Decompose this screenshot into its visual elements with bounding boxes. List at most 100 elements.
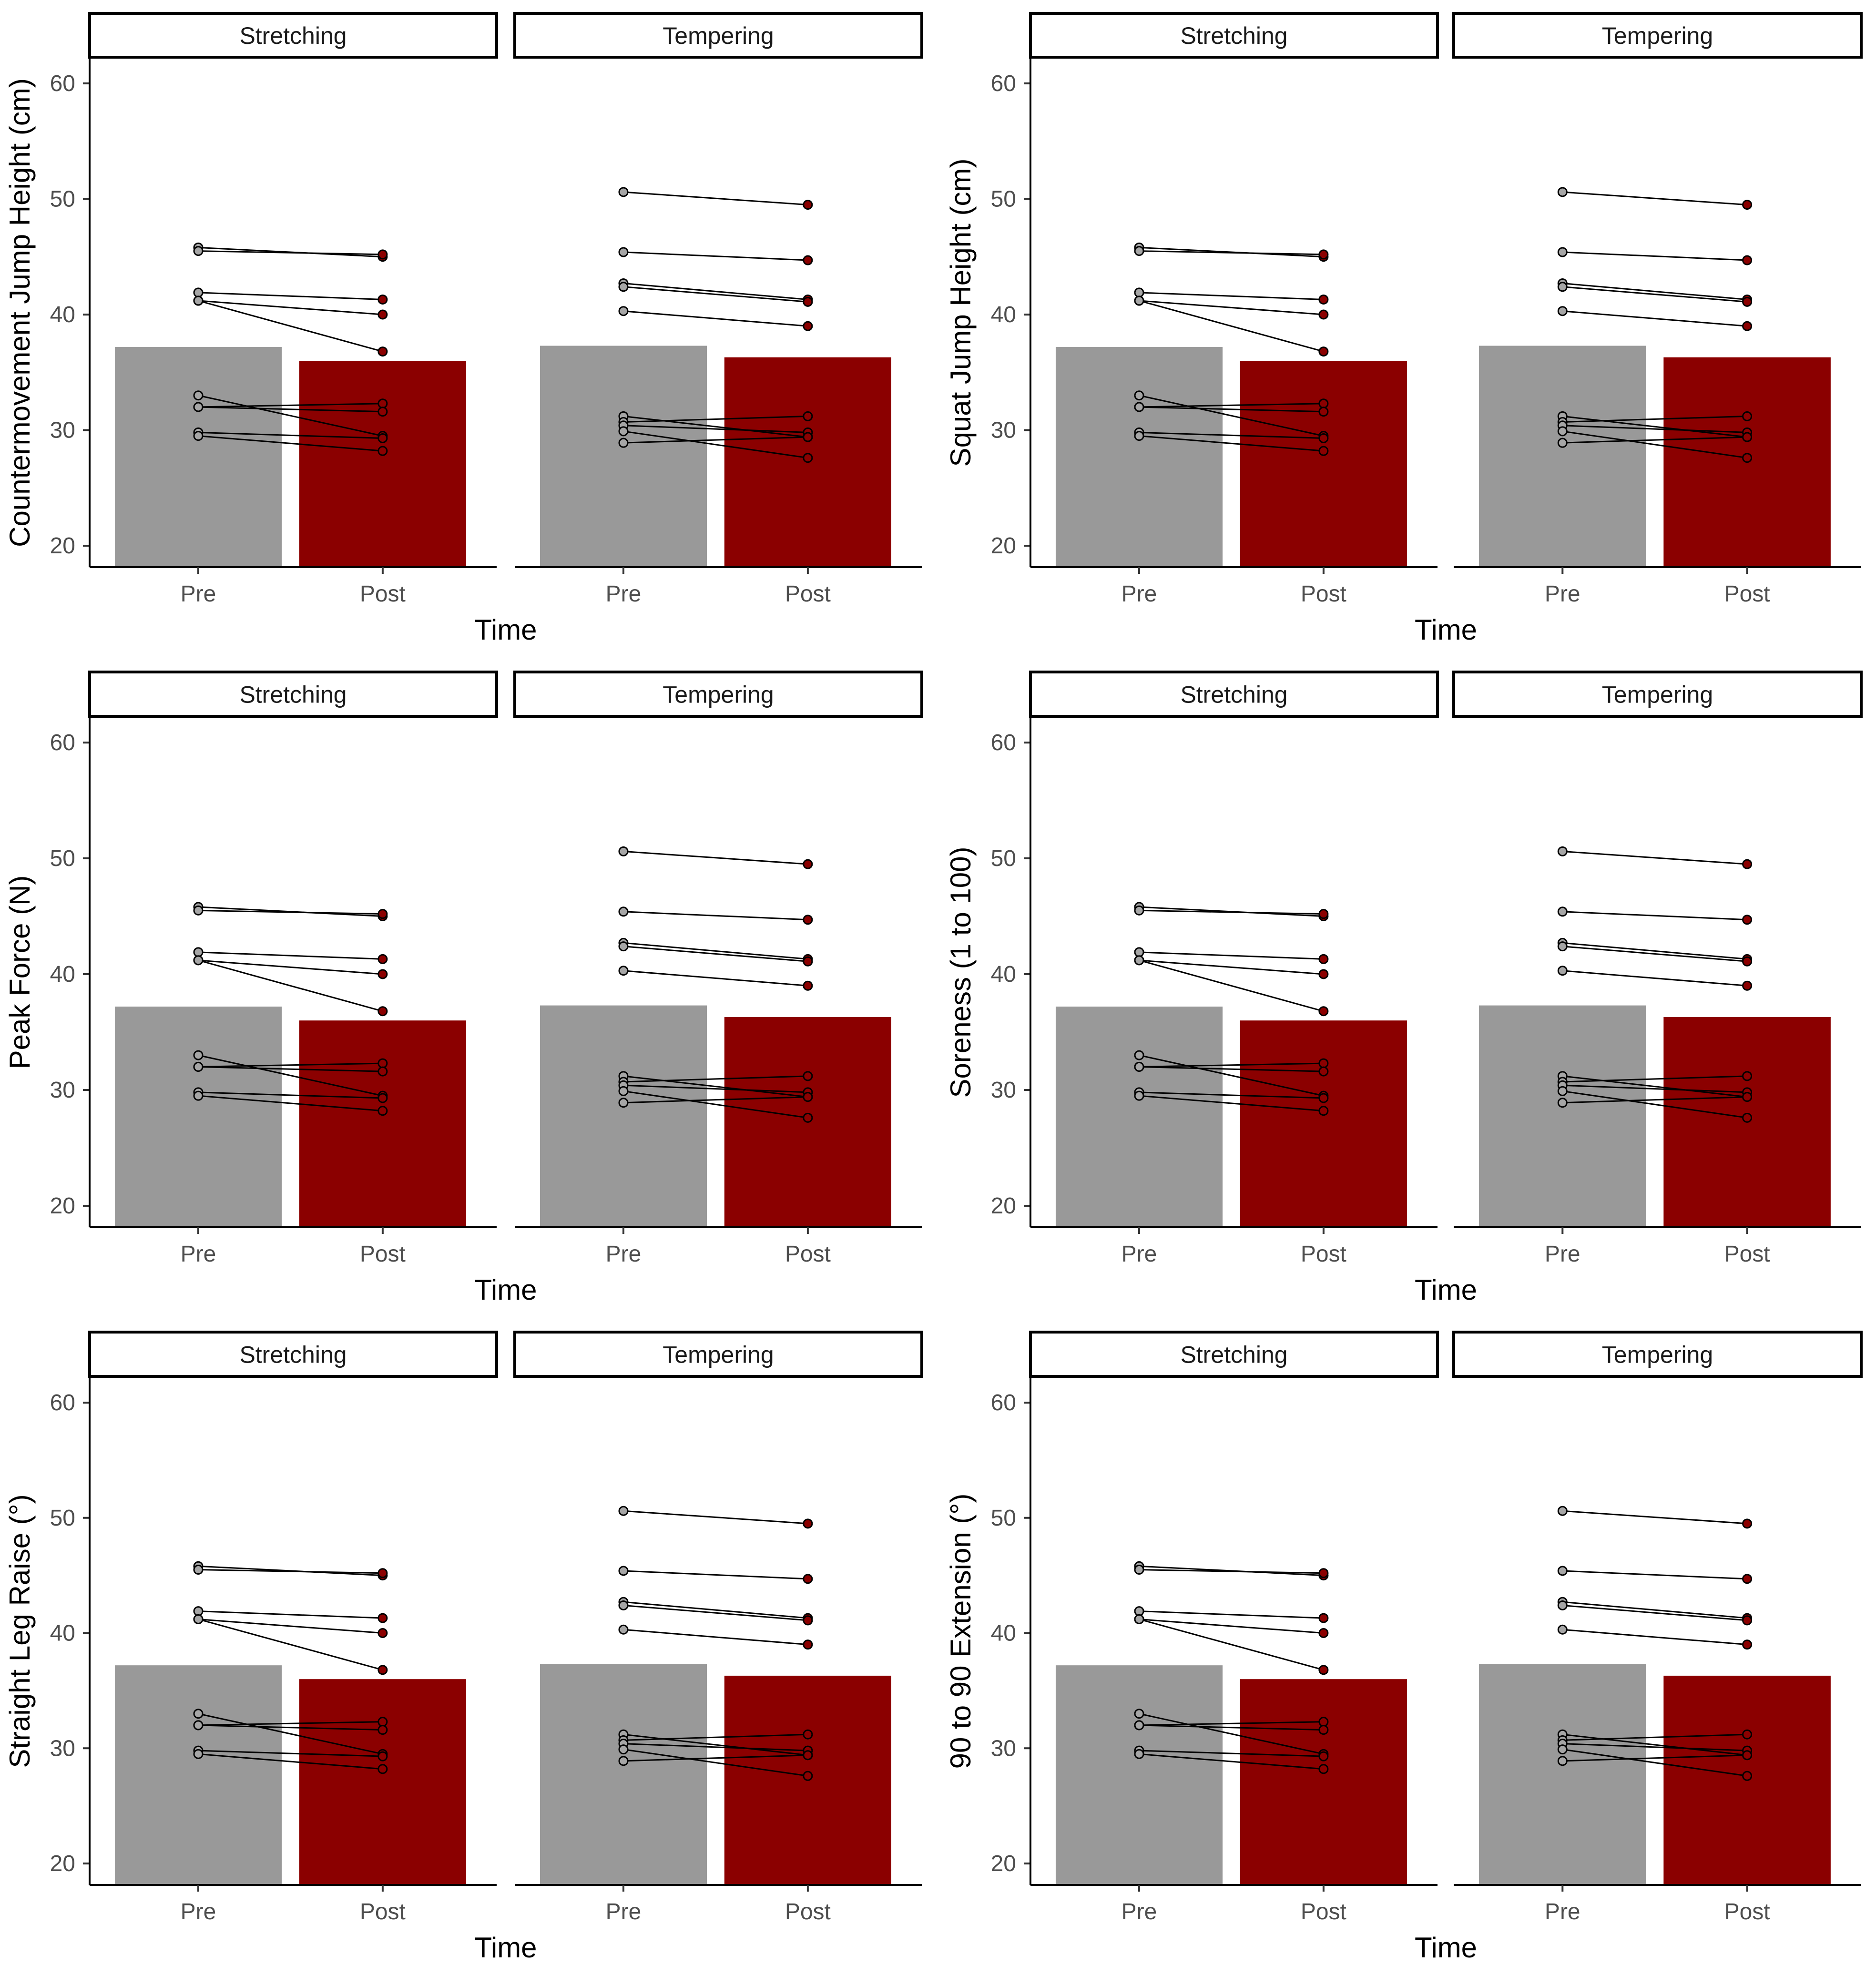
point-post (1742, 1574, 1753, 1584)
facet-strip-label: Tempering (663, 22, 774, 49)
point-post (1742, 296, 1753, 307)
subject-line (198, 1619, 383, 1671)
facet-strip (1029, 12, 1439, 59)
subject-line (623, 430, 808, 459)
point-post (803, 200, 813, 210)
point-post (377, 294, 388, 305)
y-axis-title: 90 to 90 Extension (°) (945, 1494, 977, 1769)
facet-strip (88, 12, 498, 59)
subject-line (198, 395, 383, 437)
point-pre (193, 1050, 204, 1060)
subject-line (1562, 1743, 1747, 1751)
point-post (1742, 859, 1753, 869)
point-post (1742, 1518, 1753, 1529)
subject-line (1562, 1570, 1747, 1580)
subject-line (1562, 911, 1747, 921)
x-tick-label: Pre (1545, 1242, 1580, 1267)
subject-line (1139, 292, 1324, 300)
subject-line (1139, 959, 1324, 1012)
subject-line (198, 951, 383, 960)
point-pre (193, 1565, 204, 1575)
subject-line (1562, 415, 1747, 438)
subject-line (1562, 1084, 1747, 1093)
y-tick-label: 20 (991, 1193, 1016, 1219)
point-post (1318, 1751, 1329, 1761)
subject-line (1562, 251, 1747, 261)
point-post (377, 1764, 388, 1774)
point-post (1318, 294, 1329, 305)
point-post (803, 1518, 813, 1529)
subject-line (1562, 436, 1747, 444)
panel-5: 20 30 40 50 60 Straight Leg Raise (°) Time Stre… (4, 1331, 923, 1964)
panel-2: 20 30 40 50 60 Squat Jump Height (cm) Time Stre… (945, 12, 1863, 646)
subject-line (1139, 1721, 1324, 1726)
point-post (377, 249, 388, 260)
point-pre (618, 966, 629, 976)
subject-line (1139, 300, 1324, 353)
subject-line (1562, 1090, 1747, 1119)
point-pre (618, 941, 629, 952)
subject-line (1139, 1618, 1324, 1634)
point-pre (193, 905, 204, 916)
subject-line (1139, 1569, 1324, 1574)
point-post (377, 1628, 388, 1638)
point-post (1318, 954, 1329, 964)
point-post (1742, 432, 1753, 442)
point-pre (193, 431, 204, 441)
point-post (803, 915, 813, 925)
facet-strip (513, 1331, 923, 1378)
point-post (1742, 956, 1753, 967)
subject-line (623, 1096, 808, 1104)
point-post (1742, 980, 1753, 991)
point-pre (193, 246, 204, 256)
subject-line (1562, 1601, 1747, 1619)
subject-line (198, 1721, 383, 1726)
point-post (1318, 309, 1329, 320)
subject-line (623, 942, 808, 960)
point-pre (1134, 295, 1144, 306)
point-pre (1134, 947, 1144, 957)
y-tick-label: 40 (50, 302, 75, 327)
bar-pre (540, 346, 707, 567)
point-pre (1557, 426, 1568, 437)
subject-line (1562, 415, 1747, 423)
point-post (1318, 909, 1329, 919)
subject-line (623, 251, 808, 261)
subject-line (198, 1750, 383, 1757)
x-tick-label: Post (360, 1242, 406, 1267)
facet-strip-label: Stretching (239, 682, 347, 708)
point-post (1742, 1615, 1753, 1626)
point-pre (1557, 1566, 1568, 1576)
point-post (1318, 1058, 1329, 1069)
point-pre (1557, 438, 1568, 448)
point-pre (1134, 1749, 1144, 1759)
point-post (803, 453, 813, 463)
point-post (803, 859, 813, 869)
subject-line (198, 959, 383, 975)
facet-strip-label: Stretching (1180, 22, 1287, 49)
subject-line (1139, 909, 1324, 915)
facet-strip (513, 671, 923, 718)
y-tick-label: 40 (50, 962, 75, 987)
x-tick-label: Pre (1122, 581, 1157, 607)
subject-line (1139, 1091, 1324, 1099)
point-pre (618, 846, 629, 856)
bar-post (299, 1020, 466, 1227)
y-tick-label: 60 (50, 730, 75, 755)
subject-line (1562, 425, 1747, 433)
x-axis-title: Time (1415, 614, 1477, 646)
bar-post (1240, 361, 1407, 567)
point-pre (1134, 1565, 1144, 1575)
point-post (377, 1717, 388, 1727)
point-post (803, 1771, 813, 1781)
x-tick-label: Pre (1122, 1242, 1157, 1267)
bar-pre (1055, 1007, 1223, 1227)
point-pre (1134, 287, 1144, 298)
subject-line (198, 403, 383, 408)
point-pre (1134, 955, 1144, 966)
panel-4: 20 30 40 50 60 Soreness (1 to 100) Time Stretch… (945, 671, 1863, 1306)
point-pre (618, 282, 629, 292)
point-post (1318, 433, 1329, 443)
facet-strip (88, 671, 498, 718)
subject-line (198, 1569, 383, 1574)
